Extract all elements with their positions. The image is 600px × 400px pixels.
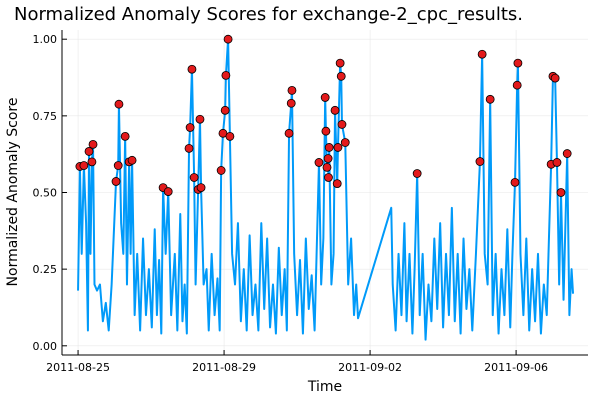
- y-tick-label: 0.25: [33, 263, 58, 276]
- marker: [321, 126, 331, 136]
- marker: [287, 86, 297, 95]
- marker: [562, 149, 572, 158]
- marker: [223, 34, 233, 44]
- y-tick-label: 1.00: [33, 33, 58, 46]
- y-tick-label: 0.00: [33, 340, 58, 353]
- marker: [552, 158, 562, 167]
- marker: [189, 173, 199, 182]
- marker: [333, 143, 343, 152]
- marker: [322, 162, 332, 172]
- marker: [330, 105, 340, 115]
- chart-title: Normalized Anomaly Scores for exchange-2…: [14, 4, 523, 25]
- marker: [111, 177, 121, 186]
- marker: [513, 58, 523, 68]
- marker: [120, 131, 130, 141]
- marker: [221, 70, 231, 80]
- marker: [184, 143, 194, 153]
- marker: [412, 169, 422, 178]
- marker: [163, 187, 173, 196]
- marker: [127, 155, 137, 165]
- marker: [195, 114, 205, 124]
- marker: [79, 161, 89, 170]
- marker: [340, 138, 350, 147]
- marker: [187, 64, 197, 74]
- y-tick-label: 0.75: [33, 110, 58, 123]
- marker: [196, 183, 206, 192]
- marker: [485, 94, 495, 104]
- marker: [185, 123, 195, 132]
- marker: [477, 49, 487, 59]
- marker: [475, 157, 485, 166]
- x-tick-label: 2011-08-29: [192, 361, 256, 374]
- marker: [87, 157, 97, 167]
- line: [77, 38, 575, 341]
- x-axis-label: Time: [307, 379, 342, 395]
- marker: [220, 105, 230, 115]
- marker: [550, 73, 560, 83]
- marker: [113, 161, 123, 170]
- marker: [84, 147, 94, 156]
- marker: [335, 58, 345, 68]
- marker: [323, 154, 333, 163]
- marker: [337, 120, 347, 129]
- x-tick-label: 2011-08-25: [46, 361, 110, 374]
- marker: [324, 143, 334, 152]
- marker: [336, 71, 346, 81]
- marker: [556, 188, 566, 197]
- marker: [512, 80, 522, 90]
- marker: [88, 139, 98, 149]
- marker: [510, 177, 520, 187]
- marker: [320, 93, 330, 102]
- marker: [225, 131, 235, 141]
- marker: [284, 128, 294, 138]
- marker: [332, 179, 342, 189]
- marker: [216, 166, 226, 175]
- y-axis-label: Normalized Anomaly Score: [5, 98, 21, 287]
- y-tick-label: 0.50: [33, 187, 58, 200]
- x-tick-label: 2011-09-02: [338, 361, 402, 374]
- marker: [286, 98, 296, 108]
- marker: [114, 99, 124, 109]
- marker: [314, 158, 324, 167]
- x-tick-label: 2011-09-06: [484, 361, 548, 374]
- marker: [324, 173, 333, 182]
